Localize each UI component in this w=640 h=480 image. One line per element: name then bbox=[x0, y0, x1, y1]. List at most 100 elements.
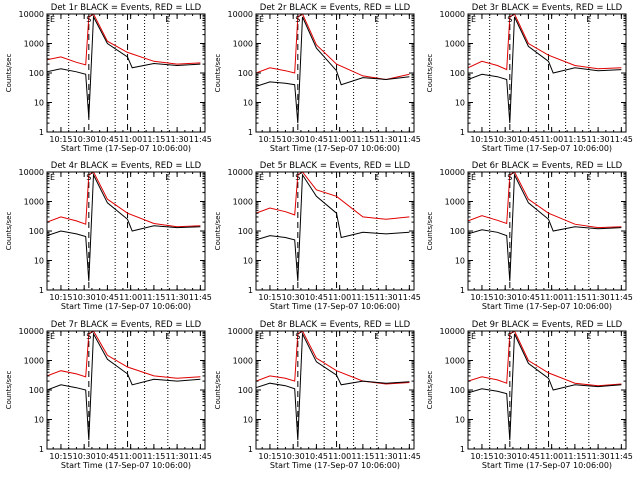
x-tick-label: 11:15 bbox=[142, 452, 165, 461]
x-tick-label: 11:30 bbox=[375, 135, 398, 144]
plot-frame bbox=[46, 330, 206, 450]
x-tick-label: 11:30 bbox=[166, 293, 189, 302]
x-tick-label: 11:15 bbox=[351, 293, 374, 302]
panel-title: Det 8r BLACK = Events, RED = LLD bbox=[260, 320, 411, 330]
x-tick-label: 10:15 bbox=[470, 293, 493, 302]
interval-marker-s: S bbox=[86, 173, 91, 182]
y-tick-label: 100 bbox=[450, 386, 465, 395]
plot-frame bbox=[467, 13, 627, 133]
y-axis-label: Counts/sec bbox=[5, 371, 13, 410]
interval-marker-s: S bbox=[86, 332, 91, 341]
interval-marker-start: E bbox=[471, 173, 476, 182]
y-tick-label: 1 bbox=[248, 286, 253, 295]
events-series-line bbox=[468, 333, 622, 441]
x-tick-label: 11:15 bbox=[563, 452, 586, 461]
x-tick-label: 11:30 bbox=[166, 135, 189, 144]
x-tick-label: 11:15 bbox=[351, 452, 374, 461]
panel-title: Det 7r BLACK = Events, RED = LLD bbox=[51, 320, 202, 330]
y-tick-label: 1 bbox=[39, 445, 44, 454]
y-tick-label: 10000 bbox=[440, 168, 465, 177]
y-axis-label: Counts/sec bbox=[5, 54, 13, 93]
events-series-line bbox=[256, 331, 410, 441]
y-tick-label: 10 bbox=[243, 257, 253, 266]
panel-title: Det 4r BLACK = Events, RED = LLD bbox=[51, 161, 202, 171]
interval-marker-start: E bbox=[259, 332, 264, 341]
y-axis-label: Counts/sec bbox=[426, 212, 434, 251]
x-tick-label: 11:15 bbox=[563, 135, 586, 144]
panel-title: Det 1r BLACK = Events, RED = LLD bbox=[51, 3, 202, 13]
x-tick-label: 10:45 bbox=[305, 135, 328, 144]
panel-title: Det 9r BLACK = Events, RED = LLD bbox=[472, 320, 623, 330]
x-tick-label: 10:30 bbox=[494, 293, 517, 302]
x-tick-label: 11:45 bbox=[189, 135, 212, 144]
y-tick-label: 10 bbox=[34, 416, 44, 425]
x-tick-label: 11:45 bbox=[398, 452, 421, 461]
y-tick-label: 10 bbox=[455, 99, 465, 108]
x-tick-label: 10:45 bbox=[517, 293, 540, 302]
panel-2: 10:15 10:30 10:45 11:00 11:15 11:30 11:45 1 10 10… bbox=[214, 3, 421, 153]
x-tick-label: 11:45 bbox=[189, 293, 212, 302]
x-tick-label: 10:15 bbox=[49, 293, 72, 302]
y-tick-label: 1000 bbox=[24, 198, 44, 207]
x-tick-label: 11:30 bbox=[587, 135, 610, 144]
x-tick-label: 10:15 bbox=[470, 452, 493, 461]
events-series-line bbox=[468, 172, 622, 282]
lld-series-line bbox=[256, 14, 410, 81]
x-tick-label: 10:15 bbox=[49, 135, 72, 144]
x-tick-label: 10:45 bbox=[96, 293, 119, 302]
x-tick-label: 11:45 bbox=[398, 293, 421, 302]
panel-9: 10:15 10:30 10:45 11:00 11:15 11:30 11:45 1 10 10… bbox=[426, 320, 633, 470]
y-tick-label: 1000 bbox=[233, 357, 253, 366]
y-axis-label: Counts/sec bbox=[214, 212, 222, 251]
x-axis-label: Start Time (17-Sep-07 10:06:00) bbox=[482, 461, 612, 470]
interval-marker-start: E bbox=[259, 173, 264, 182]
x-tick-label: 10:15 bbox=[470, 135, 493, 144]
events-series-line bbox=[256, 173, 410, 282]
panel-title: Det 2r BLACK = Events, RED = LLD bbox=[260, 3, 411, 13]
x-tick-label: 10:45 bbox=[305, 452, 328, 461]
interval-marker-s: S bbox=[86, 15, 91, 24]
events-series-line bbox=[47, 172, 201, 282]
y-tick-label: 10000 bbox=[19, 327, 44, 336]
plot-frame bbox=[255, 171, 415, 291]
y-tick-label: 10000 bbox=[440, 327, 465, 336]
x-tick-label: 10:30 bbox=[73, 293, 96, 302]
y-tick-label: 1 bbox=[460, 445, 465, 454]
interval-marker-start: E bbox=[50, 173, 55, 182]
x-tick-label: 11:30 bbox=[166, 452, 189, 461]
x-tick-label: 11:00 bbox=[540, 452, 563, 461]
interval-marker-e: E bbox=[586, 332, 591, 341]
interval-marker-s: S bbox=[507, 332, 512, 341]
interval-marker-start: E bbox=[259, 15, 264, 24]
y-axis-label: Counts/sec bbox=[214, 54, 222, 93]
panel-5: 10:15 10:30 10:45 11:00 11:15 11:30 11:45 1 10 10… bbox=[214, 161, 421, 311]
interval-marker-start: E bbox=[471, 332, 476, 341]
x-tick-label: 11:00 bbox=[119, 293, 142, 302]
x-tick-label: 10:30 bbox=[494, 135, 517, 144]
x-axis-label: Start Time (17-Sep-07 10:06:00) bbox=[482, 302, 612, 311]
y-tick-label: 10000 bbox=[228, 168, 253, 177]
y-tick-label: 1000 bbox=[445, 40, 465, 49]
x-tick-label: 10:15 bbox=[258, 135, 281, 144]
y-tick-label: 10 bbox=[34, 257, 44, 266]
plot-frame bbox=[46, 13, 206, 133]
interval-marker-s: S bbox=[507, 15, 512, 24]
x-tick-label: 11:00 bbox=[540, 135, 563, 144]
x-tick-label: 10:15 bbox=[258, 293, 281, 302]
x-tick-label: 11:15 bbox=[351, 135, 374, 144]
interval-marker-e: E bbox=[165, 15, 170, 24]
lld-series-line bbox=[256, 172, 410, 220]
y-tick-label: 1000 bbox=[445, 198, 465, 207]
y-axis-label: Counts/sec bbox=[426, 54, 434, 93]
y-tick-label: 10000 bbox=[19, 168, 44, 177]
y-tick-label: 10000 bbox=[440, 10, 465, 19]
x-tick-label: 11:45 bbox=[610, 293, 633, 302]
y-tick-label: 1 bbox=[460, 128, 465, 137]
x-tick-label: 10:30 bbox=[73, 452, 96, 461]
y-tick-label: 100 bbox=[29, 69, 44, 78]
panel-title: Det 3r BLACK = Events, RED = LLD bbox=[472, 3, 623, 13]
panel-title: Det 6r BLACK = Events, RED = LLD bbox=[472, 161, 623, 171]
y-tick-label: 1000 bbox=[24, 357, 44, 366]
y-tick-label: 1 bbox=[460, 286, 465, 295]
lld-series-line bbox=[47, 172, 201, 228]
